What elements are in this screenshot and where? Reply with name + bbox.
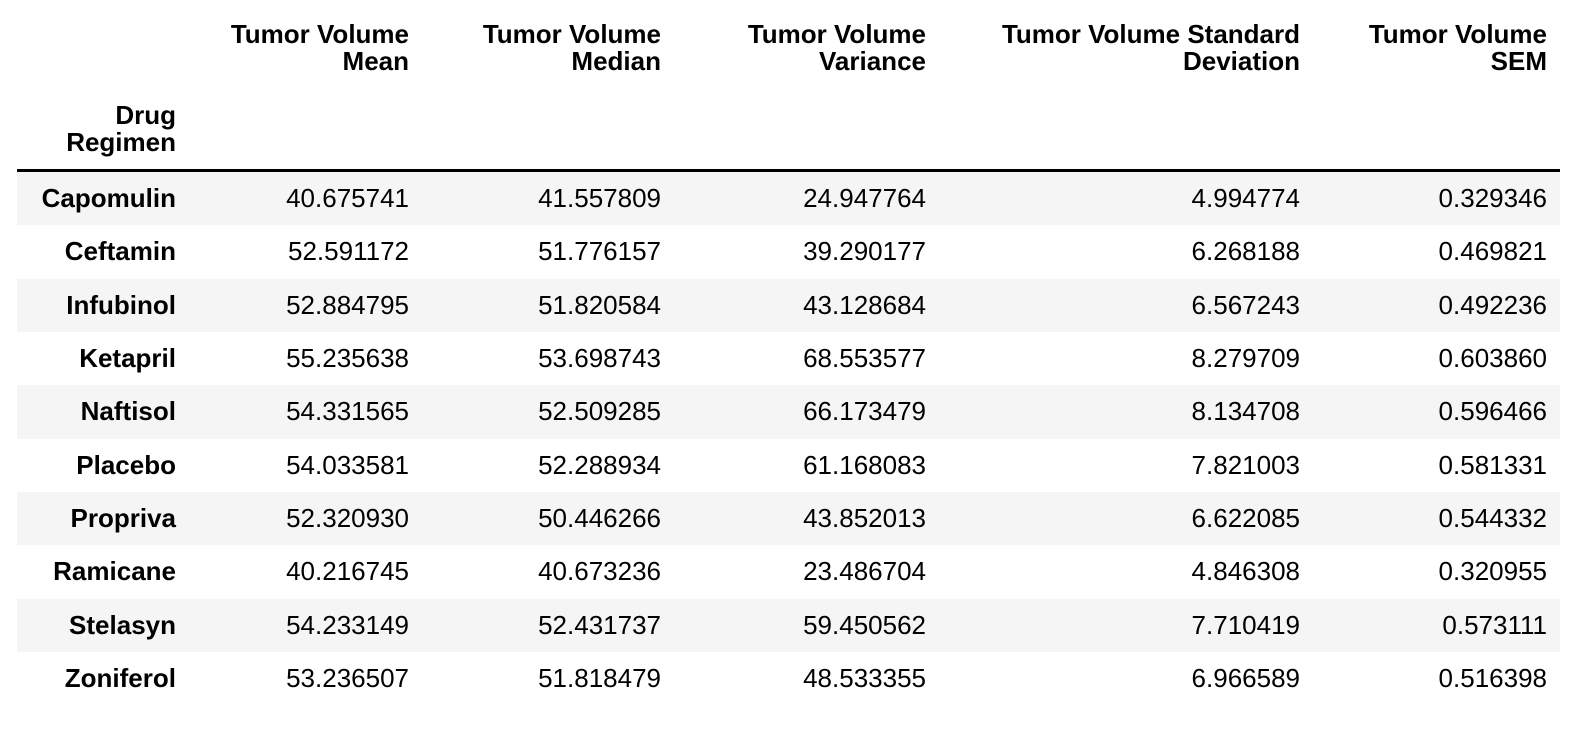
cell-value: 23.486704	[803, 556, 926, 587]
cell-value: 52.591172	[288, 236, 409, 267]
cell-value: 6.966589	[1191, 662, 1300, 693]
cell-value: 39.290177	[803, 236, 926, 267]
index-header-spacer	[189, 88, 422, 173]
index-header-spacer	[674, 88, 939, 173]
cell-value: 24.947764	[803, 183, 926, 214]
row-header-regimen: Propriva	[70, 502, 177, 533]
cell-value: 7.710419	[1191, 609, 1300, 640]
cell-value: 43.852013	[803, 502, 926, 533]
cell-value: 51.820584	[538, 289, 661, 320]
cell-value: 53.236507	[286, 662, 409, 693]
cell-value: 40.673236	[538, 556, 661, 587]
cell-value: 41.557809	[538, 183, 661, 214]
row-header-regimen: Stelasyn	[69, 609, 176, 640]
cell-value: 0.596466	[1438, 396, 1547, 427]
cell-value: 52.884795	[286, 289, 409, 320]
summary-statistics-table: Tumor Volume Mean Tumor Volume Median Tu…	[17, 8, 1560, 705]
table-header: Tumor Volume Mean Tumor Volume Median Tu…	[17, 8, 1560, 173]
cell-value: 52.509285	[538, 396, 661, 427]
cell-value: 61.168083	[803, 449, 926, 480]
cell-value: 0.329346	[1438, 183, 1547, 214]
column-header-mean: Tumor Volume Mean	[230, 19, 409, 77]
table-row: Zoniferol 53.236507 51.818479 48.533355 6.96…	[17, 652, 1560, 705]
column-header-variance: Tumor Volume Variance	[747, 19, 926, 77]
table-row: Naftisol 54.331565 52.509285 66.173479 8.134…	[17, 385, 1560, 439]
cell-value: 52.288934	[538, 449, 661, 480]
cell-value: 52.320930	[286, 502, 409, 533]
row-header-regimen: Placebo	[76, 449, 176, 480]
table-body: Capomulin 40.675741 41.557809 24.947764 4.99…	[17, 170, 1560, 705]
cell-value: 40.675741	[286, 183, 409, 214]
cell-value: 4.846308	[1191, 556, 1300, 587]
column-header-sem: Tumor Volume SEM	[1368, 19, 1547, 77]
row-header-regimen: Ketapril	[79, 343, 176, 374]
cell-value: 48.533355	[803, 662, 926, 693]
index-header-spacer	[939, 88, 1313, 173]
index-name-label: Drug Regimen	[17, 88, 189, 173]
cell-value: 68.553577	[803, 343, 926, 374]
cell-value: 0.516398	[1438, 662, 1547, 693]
cell-value: 66.173479	[803, 396, 926, 427]
column-header-row: Tumor Volume Mean Tumor Volume Median Tu…	[17, 8, 1560, 89]
cell-value: 6.567243	[1191, 289, 1300, 320]
table-row: Ramicane 40.216745 40.673236 23.486704 4.846…	[17, 545, 1560, 598]
cell-value: 0.320955	[1438, 556, 1547, 587]
row-header-regimen: Ceftamin	[64, 236, 176, 267]
cell-value: 7.821003	[1191, 449, 1300, 480]
cell-value: 0.492236	[1438, 289, 1547, 320]
row-header-regimen: Capomulin	[41, 183, 176, 214]
cell-value: 53.698743	[538, 343, 661, 374]
cell-value: 0.544332	[1438, 502, 1547, 533]
index-name-row: Drug Regimen	[17, 88, 1560, 173]
table-row: Propriva 52.320930 50.446266 43.852013 6.622…	[17, 491, 1560, 546]
row-header-regimen: Naftisol	[80, 396, 176, 427]
cell-value: 6.622085	[1191, 502, 1300, 533]
cell-value: 50.446266	[538, 502, 661, 533]
column-header-std-deviation: Tumor Volume Standard Deviation	[1001, 19, 1300, 77]
cell-value: 54.033581	[286, 449, 409, 480]
column-header-median: Tumor Volume Median	[482, 19, 661, 77]
cell-value: 51.818479	[538, 662, 661, 693]
cell-value: 40.216745	[286, 556, 409, 587]
cell-value: 54.233149	[286, 609, 409, 640]
corner-cell	[17, 8, 189, 89]
cell-value: 8.134708	[1191, 396, 1300, 427]
cell-value: 55.235638	[286, 343, 409, 374]
cell-value: 4.994774	[1191, 183, 1300, 214]
table-row: Infubinol 52.884795 51.820584 43.128684 6.56…	[17, 278, 1560, 333]
table-row: Placebo 54.033581 52.288934 61.168083 7.8210…	[17, 439, 1560, 492]
index-header-spacer	[1313, 88, 1560, 173]
cell-value: 54.331565	[286, 396, 409, 427]
cell-value: 8.279709	[1191, 343, 1300, 374]
cell-value: 43.128684	[803, 289, 926, 320]
row-header-regimen: Infubinol	[66, 289, 176, 320]
cell-value: 0.469821	[1438, 236, 1547, 267]
index-header-spacer	[422, 88, 674, 173]
cell-value: 0.581331	[1438, 449, 1547, 480]
table-row: Ceftamin 52.591172 51.776157 39.290177 6.268…	[17, 225, 1560, 278]
cell-value: 59.450562	[803, 609, 926, 640]
table-row: Capomulin 40.675741 41.557809 24.947764 4.99…	[17, 170, 1560, 226]
table-row: Ketapril 55.235638 53.698743 68.553577 8.279…	[17, 332, 1560, 385]
cell-value: 52.431737	[538, 609, 661, 640]
cell-value: 51.776157	[538, 236, 661, 267]
row-header-regimen: Ramicane	[53, 556, 176, 587]
cell-value: 0.603860	[1438, 343, 1547, 374]
table-row: Stelasyn 54.233149 52.431737 59.450562 7.710…	[17, 598, 1560, 652]
cell-value: 0.573111	[1442, 609, 1547, 640]
cell-value: 6.268188	[1191, 236, 1300, 267]
row-header-regimen: Zoniferol	[64, 662, 176, 693]
